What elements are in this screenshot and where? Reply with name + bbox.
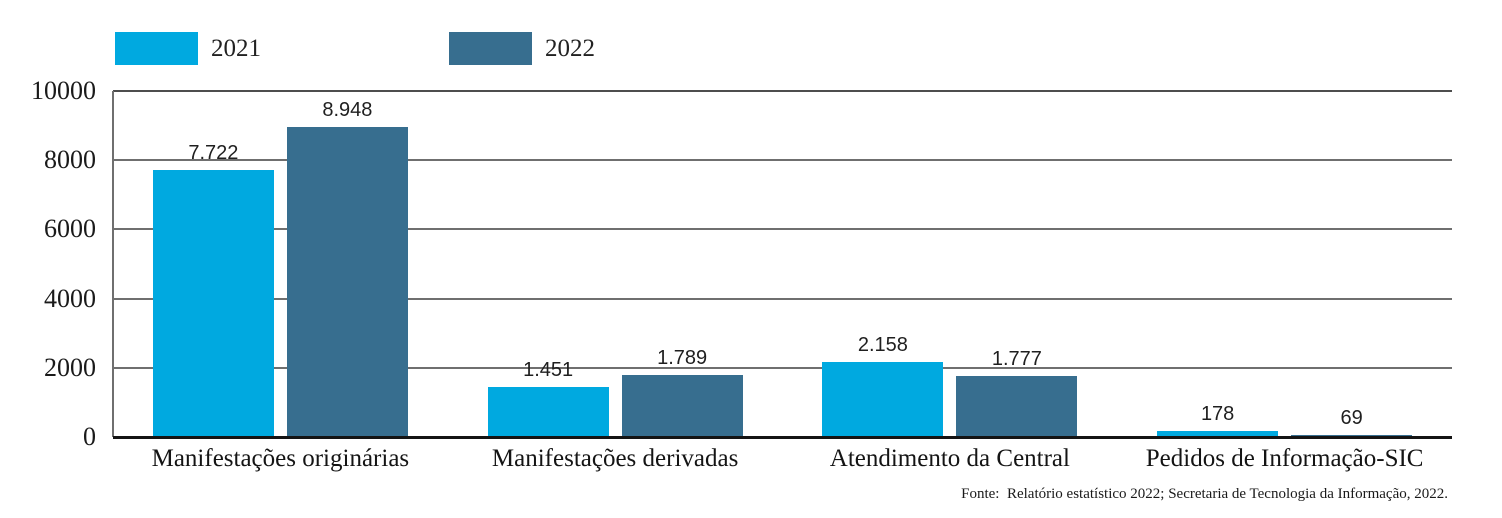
bar-2022-3: [956, 375, 1078, 437]
legend-label-2021: 2021: [211, 35, 261, 62]
y-tick-label-2000: 2000: [44, 352, 96, 382]
bar-2021-3: [822, 362, 944, 437]
legend-item-2022: 2022: [449, 32, 595, 65]
gridline-2000: [113, 366, 1452, 369]
bar-value-2022-2: 1.789: [657, 347, 708, 370]
category-label-2: Manifestações derivadas: [491, 445, 739, 472]
bar-2021-2: [487, 386, 609, 437]
bar-value-2022-1: 8.948: [322, 99, 373, 122]
bar-2022-1: [286, 127, 408, 437]
y-tick-label-0: 0: [83, 422, 96, 451]
x-axis-baseline: [113, 436, 1452, 439]
bar-2021-1: [152, 169, 274, 437]
bar-value-2021-2: 1.451: [523, 358, 574, 381]
bar-value-2021-1: 7.722: [188, 141, 239, 164]
category-label-3: Atendimento da Central: [829, 445, 1070, 472]
y-axis-line: [112, 91, 114, 437]
y-tick-label-6000: 6000: [44, 214, 96, 244]
gridline-8000: [113, 159, 1452, 162]
bar-value-2021-3: 2.158: [857, 334, 908, 357]
category-label-1: Manifestações originárias: [151, 445, 410, 472]
bar-value-2021-4: 178: [1200, 402, 1235, 425]
legend-swatch-2021: [115, 32, 198, 65]
gridline-10000: [113, 90, 1452, 92]
source-note: Fonte: Relatório estatístico 2022; Secre…: [961, 486, 1448, 502]
legend-swatch-2022: [449, 32, 532, 65]
category-label-4: Pedidos de Informação-SIC: [1145, 445, 1424, 472]
y-tick-label-4000: 4000: [44, 283, 96, 313]
y-tick-label-10000: 10000: [31, 76, 96, 105]
gridline-4000: [113, 297, 1452, 300]
gridline-6000: [113, 228, 1452, 231]
legend-label-2022: 2022: [545, 35, 595, 62]
bar-value-2022-3: 1.777: [991, 347, 1042, 370]
bar-2021-4: [1157, 430, 1279, 437]
bar-value-2022-4: 69: [1340, 406, 1363, 429]
bar-2022-2: [621, 375, 743, 437]
legend-item-2021: 2021: [115, 32, 261, 65]
y-tick-label-8000: 8000: [44, 145, 96, 175]
bar-2022-4: [1291, 434, 1413, 437]
